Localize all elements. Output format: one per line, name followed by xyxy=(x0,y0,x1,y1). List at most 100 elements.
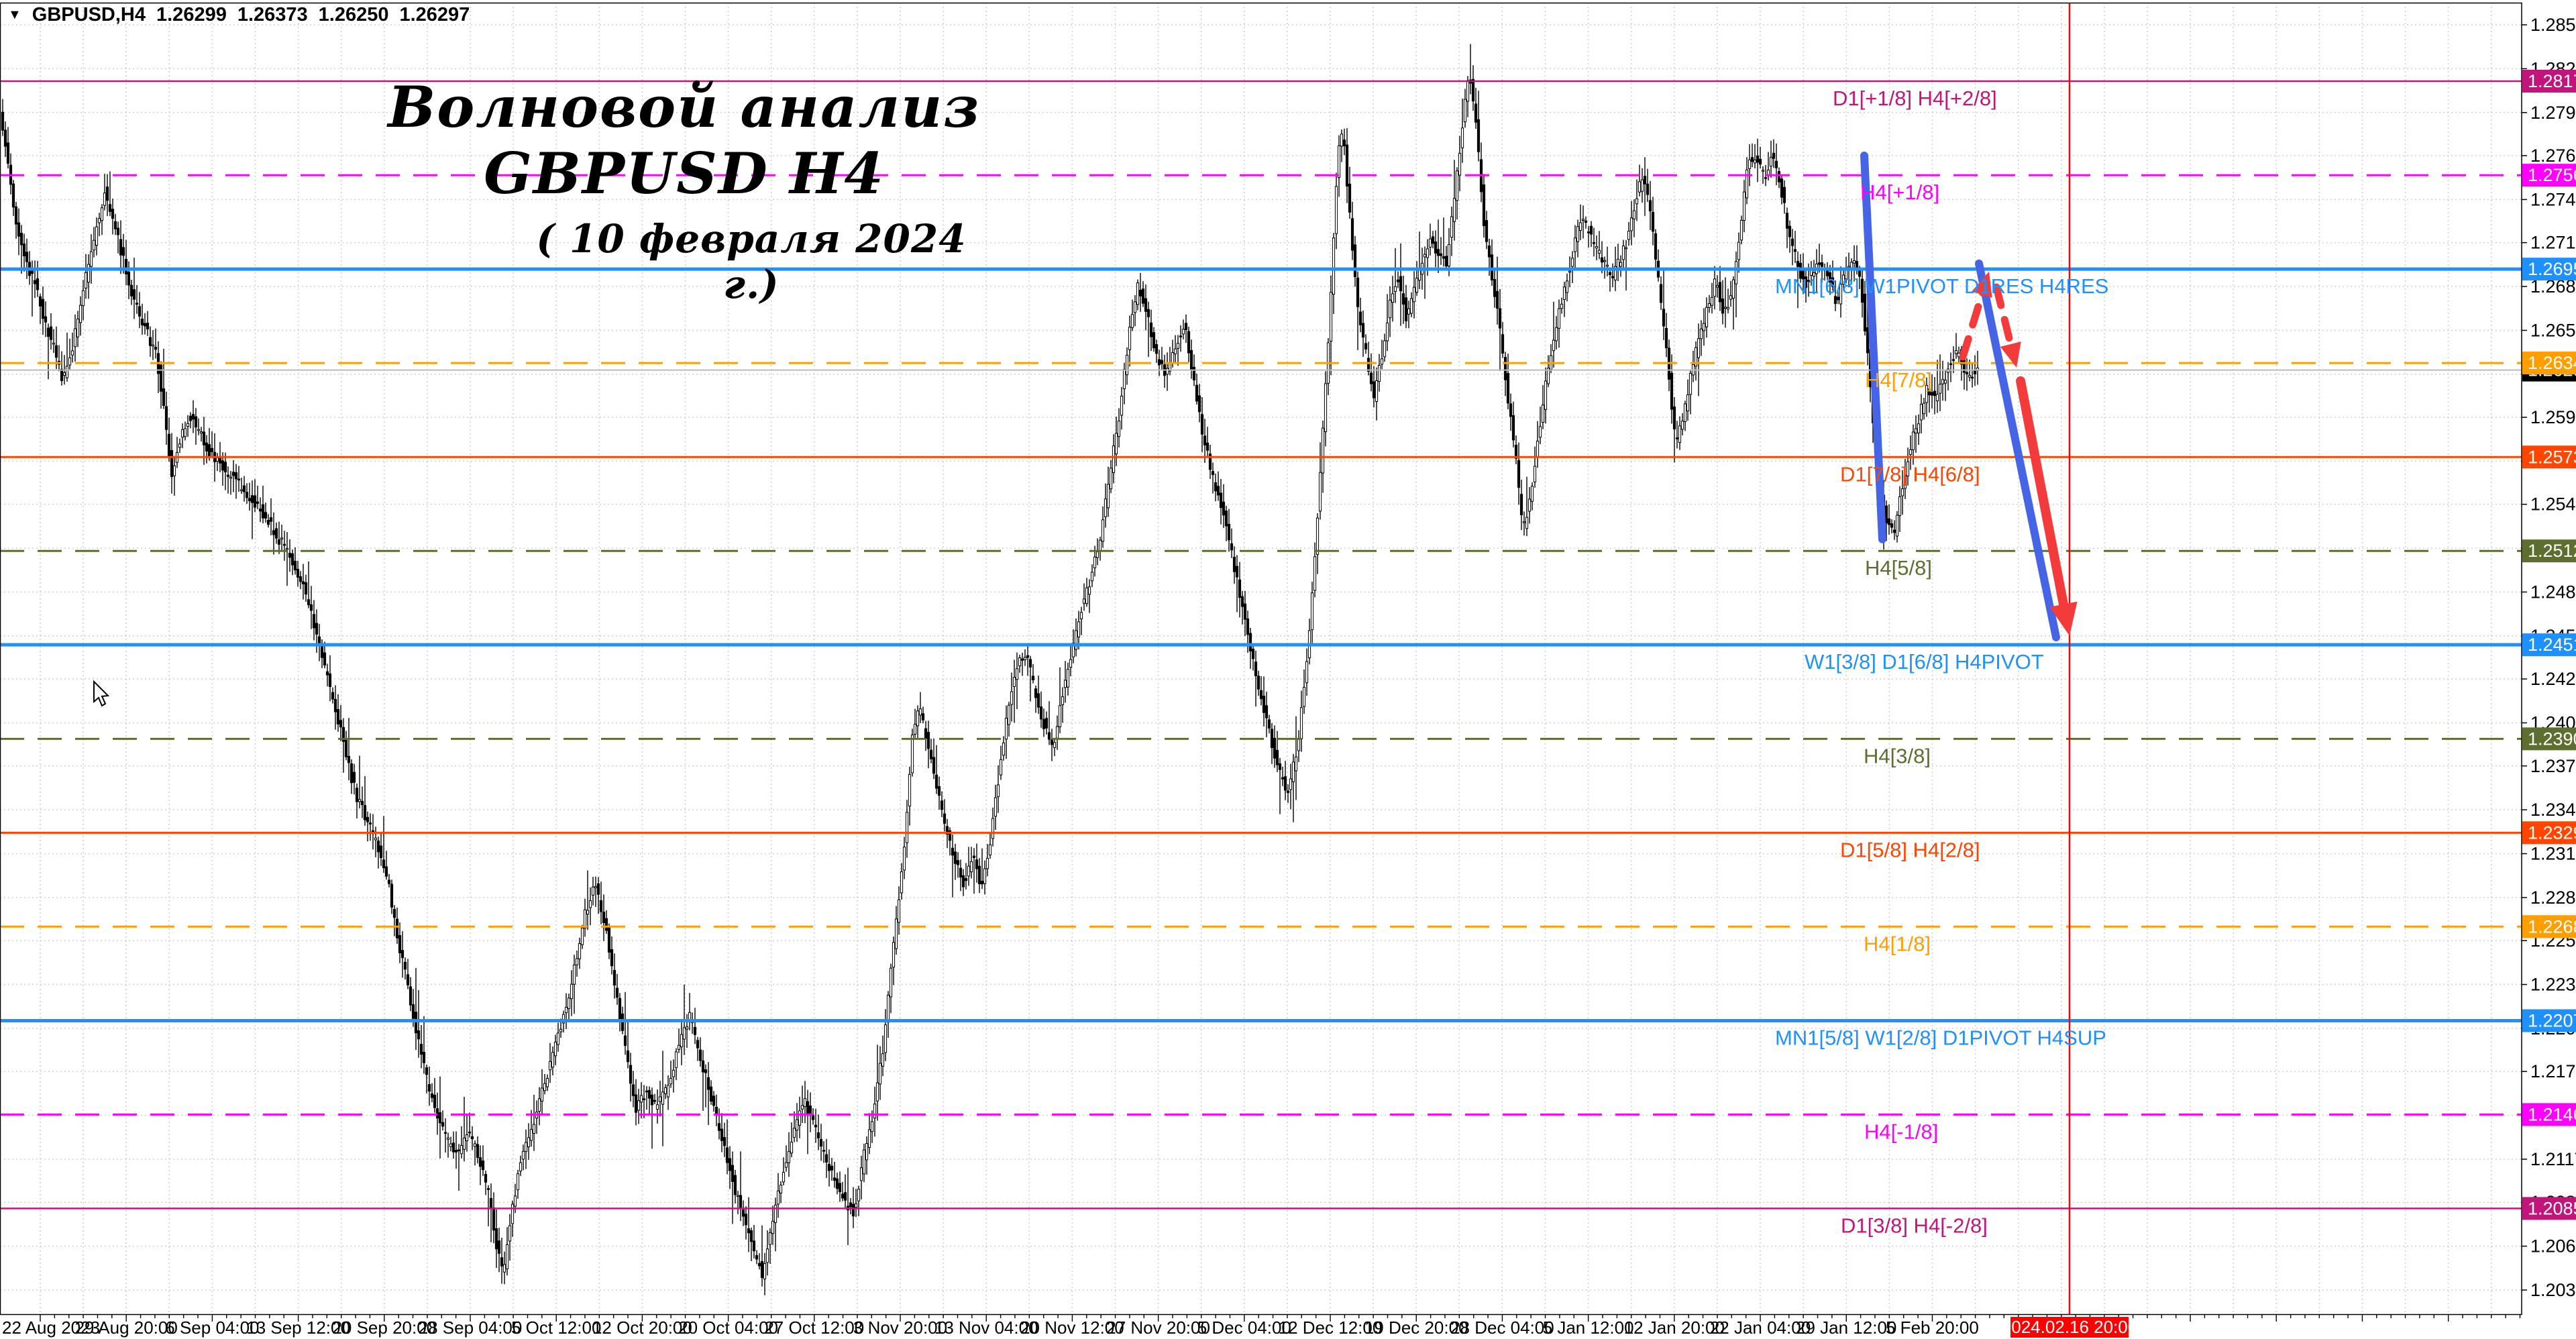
candle-body xyxy=(1015,668,1019,680)
candle-body xyxy=(1299,707,1303,739)
candle-body xyxy=(629,1065,633,1084)
candle-body xyxy=(741,1209,745,1217)
candle-body xyxy=(604,918,608,931)
candle-body xyxy=(1734,261,1738,284)
candle-body xyxy=(1900,488,1904,496)
candle-body xyxy=(1197,395,1201,413)
candle-body xyxy=(575,958,579,965)
candle-body xyxy=(468,1131,472,1134)
red-dashed-arrow[interactable] xyxy=(1992,283,2017,355)
red-arrowhead[interactable] xyxy=(2049,601,2078,636)
candle-body xyxy=(572,964,576,985)
candle-body xyxy=(1522,521,1526,523)
candle-body xyxy=(1892,529,1896,533)
candle-body xyxy=(194,416,198,428)
candle-body xyxy=(1399,276,1403,292)
candle-body xyxy=(1423,254,1427,258)
candle-body xyxy=(875,1082,879,1102)
level-price-badge-text: 1.21460 xyxy=(2528,1104,2576,1124)
candle-body xyxy=(1265,705,1269,718)
candle-body xyxy=(983,868,987,884)
candle-body xyxy=(494,1228,498,1250)
candle-body xyxy=(1316,517,1320,555)
candle-body xyxy=(1152,332,1156,349)
level-price-badge xyxy=(2522,915,2576,939)
candle-body xyxy=(1085,587,1089,604)
candle-body xyxy=(1750,157,1754,162)
candle-body xyxy=(747,1228,751,1234)
candle-body xyxy=(1621,246,1625,260)
candle-body xyxy=(73,328,77,347)
candle-body xyxy=(701,1060,705,1073)
candle-body xyxy=(1044,718,1049,729)
candle-body xyxy=(60,368,64,381)
candle-body xyxy=(159,364,163,392)
candle-body xyxy=(586,910,590,915)
candle-body xyxy=(1324,383,1328,432)
candle-body xyxy=(234,472,238,480)
time-tick-label: 13 Nov 04:00 xyxy=(934,1318,1038,1338)
red-arrowhead[interactable] xyxy=(1972,271,1992,298)
candle-body xyxy=(892,942,896,968)
candle-body xyxy=(1493,278,1497,297)
candle-body xyxy=(481,1160,485,1171)
candle-body xyxy=(473,1143,477,1147)
candle-body xyxy=(661,1091,665,1105)
time-tick-label: 19 Dec 20:00 xyxy=(1364,1318,1468,1338)
candle-body xyxy=(486,1188,490,1190)
candle-body xyxy=(1407,308,1411,315)
candle-body xyxy=(1906,461,1910,477)
red-arrowhead[interactable] xyxy=(2000,341,2021,368)
candle-body xyxy=(865,1143,869,1161)
candle-body xyxy=(1836,297,1840,301)
candle-body xyxy=(814,1124,818,1128)
level-label: H4[5/8] xyxy=(1865,556,1932,580)
level-price-badge-text: 1.22070 xyxy=(2528,1010,2576,1030)
candle-body xyxy=(1616,258,1620,268)
candle-body xyxy=(540,1087,544,1102)
candle-body xyxy=(1305,661,1309,684)
candle-body xyxy=(787,1150,791,1163)
candle-body xyxy=(1366,358,1371,372)
level-label: D1[7/8] H4[6/8] xyxy=(1840,462,1980,486)
candle-body xyxy=(959,867,963,878)
candle-body xyxy=(1058,705,1062,728)
symbol-dropdown-icon[interactable]: ▼ xyxy=(8,7,21,22)
candle-body xyxy=(658,1096,662,1102)
candle-body xyxy=(1436,249,1440,256)
candle-body xyxy=(798,1110,802,1126)
candle-body xyxy=(1184,323,1188,330)
red-solid-arrow[interactable] xyxy=(2016,376,2071,621)
candle-body xyxy=(693,1026,697,1035)
candle-body xyxy=(1933,390,1937,396)
candle-body xyxy=(358,799,362,802)
candle-body xyxy=(1514,445,1518,459)
candle-body xyxy=(594,886,598,888)
candle-body xyxy=(511,1203,515,1224)
level-price-badge-text: 1.20850 xyxy=(2528,1198,2576,1218)
candle-body xyxy=(414,1012,418,1034)
candle-body xyxy=(76,318,80,337)
candle-body xyxy=(223,462,227,473)
candle-body xyxy=(1136,282,1140,305)
candle-body xyxy=(1935,394,1939,402)
blue-trend-line[interactable] xyxy=(1975,259,2060,641)
candle-body xyxy=(1629,217,1633,231)
candle-body xyxy=(272,530,276,535)
candle-body xyxy=(1828,272,1832,283)
candle-body xyxy=(1756,155,1760,163)
candle-body xyxy=(1109,468,1113,490)
candle-body xyxy=(1393,286,1397,292)
price-tick-label: 1.28540 xyxy=(2530,15,2576,35)
candle-body xyxy=(1388,299,1392,319)
candle-body xyxy=(1222,501,1226,516)
red-dashed-arrow[interactable] xyxy=(1959,284,1988,361)
candle-body xyxy=(991,818,995,839)
time-tick-label: 3 Nov 20:00 xyxy=(853,1318,947,1338)
level-price-badge-text: 1.26953 xyxy=(2528,259,2576,279)
candle-body xyxy=(419,1044,423,1055)
blue-trend-line[interactable] xyxy=(1860,152,1886,543)
candle-body xyxy=(1573,237,1577,252)
candle-body xyxy=(567,998,571,1009)
